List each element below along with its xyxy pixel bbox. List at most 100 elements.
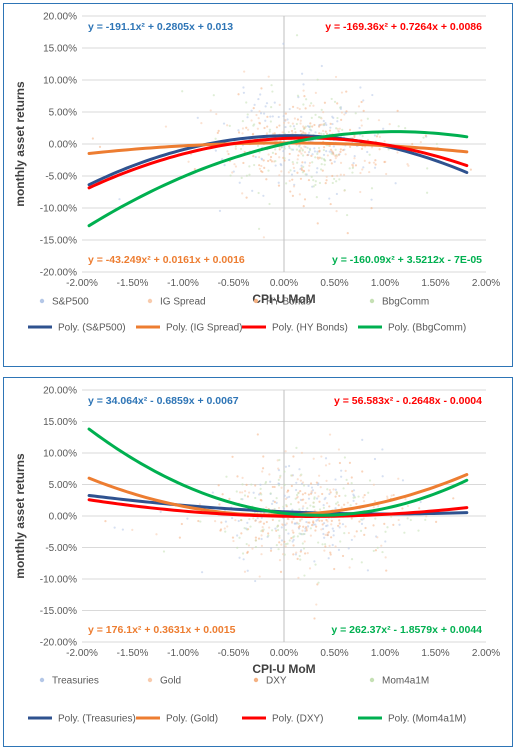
scatter-point [292,538,295,542]
scatter-point [338,522,341,525]
scatter-point [336,102,339,105]
scatter-point [295,493,299,497]
y-tick-label: 0.00% [49,512,77,523]
scatter-point [335,192,338,196]
legend-marker [369,677,375,683]
scatter-point [292,166,296,169]
scatter-point [349,145,352,149]
scatter-point [275,126,279,129]
legend-item: Poly. (BbgComm) [358,323,466,334]
scatter-point [267,75,270,78]
scatter-point [331,115,334,118]
scatter-point [317,541,320,544]
scatter-point [352,489,356,492]
scatter-point [338,526,341,529]
scatter-point [334,495,337,498]
scatter-point [267,534,270,537]
scatter-point [319,486,322,489]
scatter-point [325,524,328,528]
scatter-point [424,134,427,137]
scatter-point [308,131,311,134]
x-tick-label: 1.50% [421,648,449,659]
scatter-point [344,525,347,528]
scatter-point [320,528,323,531]
scatter-point [291,529,294,532]
scatter-point [301,542,304,545]
scatter-point [290,173,294,176]
scatter-point [302,205,305,208]
scatter-point [328,492,331,496]
scatter-point [211,491,214,494]
legend-label: HY Bonds [266,297,311,308]
scatter-point [316,78,319,81]
scatter-point [248,173,251,176]
scatter-point [242,161,245,165]
scatter-point [325,502,329,505]
scatter-point [297,522,300,525]
x-tick-label: -2.00% [66,278,98,289]
scatter-point [316,222,319,225]
scatter-point [233,163,236,166]
scatter-point [289,503,293,506]
scatter-point [218,503,221,506]
scatter-point [403,531,406,534]
scatter-point [353,155,356,158]
scatter-point [197,519,200,523]
scatter-point [348,461,352,464]
scatter-point [355,502,358,505]
scatter-point [368,153,371,156]
scatter-point [280,543,283,546]
scatter-point [361,135,364,138]
scatter-point [322,148,325,152]
scatter-point [258,151,261,154]
scatter-point [273,507,276,511]
scatter-point [370,207,373,210]
scatter-point [325,479,328,482]
scatter-point [313,147,316,150]
scatter-point [277,506,281,510]
scatter-point [278,124,281,127]
scatter-point [313,123,316,127]
scatter-point [324,533,327,536]
trend-equation-label: y = -43.249x² + 0.0161x + 0.0016 [88,254,245,266]
scatter-point [277,184,281,187]
scatter-point [338,127,341,130]
scatter-point [283,470,286,473]
scatter-point [288,152,291,156]
scatter-point [435,142,438,146]
scatter-point [261,467,265,470]
scatter-point [278,103,281,106]
scatter-point [248,517,251,521]
scatter-point [296,158,299,161]
scatter-point [304,492,307,495]
scatter-point [426,167,429,170]
scatter-point [315,171,318,174]
x-tick-label: -1.00% [167,648,199,659]
scatter-point [309,482,313,485]
scatter-point [303,151,307,154]
scatter-point [336,120,339,123]
scatter-point [340,118,343,122]
scatter-point [294,497,297,500]
scatter-point [293,169,296,173]
scatter-point [249,525,252,528]
scatter-point [200,571,204,574]
scatter-point [337,448,341,451]
trend-equation-label: y = -169.36x² + 0.7264x + 0.0086 [325,21,482,33]
scatter-point [267,153,270,156]
scatter-point [374,549,378,552]
y-tick-label: -5.00% [45,172,77,183]
scatter-point [425,515,428,518]
scatter-point [318,156,321,159]
legend-marker [369,298,375,304]
scatter-point [280,170,283,173]
scatter-point [363,493,366,497]
scatter-point [243,150,246,154]
scatter-point [293,117,296,120]
scatter-point [336,501,339,504]
scatter-point [263,126,266,130]
trend-equation-label: y = 34.064x² - 0.6859x + 0.0067 [88,395,239,407]
scatter-point [325,132,329,135]
scatter-point [345,478,348,481]
scatter-point [352,496,355,499]
